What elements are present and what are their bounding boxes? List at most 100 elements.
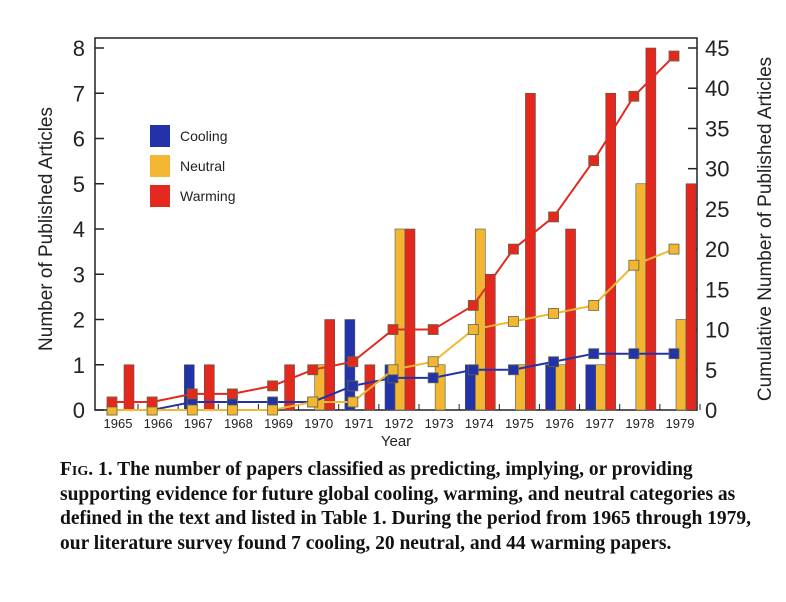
cumulative-point-neutral bbox=[227, 404, 238, 416]
x-tick-label: 1970 bbox=[304, 416, 333, 431]
legend-label-cooling: Cooling bbox=[180, 128, 227, 144]
right-tick-label: 30 bbox=[705, 157, 729, 182]
x-tick-label: 1967 bbox=[184, 416, 213, 431]
figure-label: Fig. 1. bbox=[60, 459, 113, 480]
x-tick-label: 1973 bbox=[425, 416, 454, 431]
x-tick-label: 1966 bbox=[144, 416, 173, 431]
cumulative-point-neutral bbox=[668, 243, 680, 255]
cumulative-point-cooling bbox=[548, 356, 559, 368]
cumulative-point-neutral bbox=[588, 300, 600, 311]
cumulative-point-cooling bbox=[588, 348, 600, 360]
bar-cooling bbox=[545, 364, 556, 411]
x-tick-label: 1971 bbox=[344, 416, 373, 431]
left-tick-label: 2 bbox=[73, 308, 85, 333]
bar-warming bbox=[685, 183, 697, 411]
legend-label-warming: Warming bbox=[180, 188, 236, 204]
cumulative-point-warming bbox=[427, 324, 439, 335]
cumulative-point-warming bbox=[668, 50, 680, 62]
left-tick-label: 7 bbox=[73, 81, 85, 106]
right-tick-label: 40 bbox=[705, 76, 729, 101]
bar-neutral bbox=[635, 183, 647, 411]
x-tick-label: 1965 bbox=[104, 416, 133, 431]
x-tick-label: 1975 bbox=[505, 416, 534, 431]
right-tick-label: 45 bbox=[705, 36, 729, 61]
cumulative-point-warming bbox=[146, 396, 158, 408]
cumulative-point-neutral bbox=[347, 396, 359, 408]
left-tick-label: 8 bbox=[73, 36, 85, 61]
right-tick-label: 35 bbox=[705, 116, 729, 141]
cumulative-point-neutral bbox=[628, 259, 640, 271]
x-axis-label: Year bbox=[381, 433, 411, 450]
bar-neutral bbox=[675, 319, 687, 411]
bar-warming bbox=[605, 92, 617, 411]
cumulative-point-warming bbox=[548, 211, 559, 223]
legend-swatch-neutral bbox=[150, 155, 170, 177]
left-tick-label: 6 bbox=[73, 127, 85, 152]
y-axis-label-right: Cumulative Number of Published Articles bbox=[755, 57, 776, 401]
cumulative-point-cooling bbox=[668, 348, 680, 360]
bar-warming bbox=[484, 273, 496, 411]
cumulative-point-cooling bbox=[628, 348, 640, 360]
right-tick-label: 20 bbox=[705, 237, 729, 262]
bar-warming bbox=[645, 47, 657, 411]
cumulative-point-cooling bbox=[347, 380, 359, 392]
cumulative-point-warming bbox=[467, 300, 479, 311]
cumulative-point-warming bbox=[387, 324, 399, 335]
left-tick-label: 3 bbox=[73, 262, 85, 287]
cumulative-point-warming bbox=[347, 356, 359, 368]
legend-swatch-cooling bbox=[150, 125, 170, 147]
x-tick-label: 1978 bbox=[625, 416, 654, 431]
bar-warming bbox=[565, 228, 576, 411]
cumulative-point-warming bbox=[227, 388, 238, 400]
cumulative-point-neutral bbox=[387, 364, 399, 376]
right-tick-label: 0 bbox=[705, 398, 717, 423]
cumulative-point-neutral bbox=[267, 404, 278, 416]
right-tick-label: 15 bbox=[705, 277, 729, 302]
bar-warming bbox=[525, 92, 536, 411]
x-tick-label: 1972 bbox=[385, 416, 414, 431]
cumulative-point-neutral bbox=[548, 308, 559, 319]
figure-caption: Fig. 1. The number of papers classified … bbox=[60, 458, 760, 556]
cumulative-point-warming bbox=[186, 388, 198, 400]
right-tick-label: 10 bbox=[705, 318, 729, 343]
bar-neutral bbox=[595, 364, 607, 411]
cumulative-point-cooling bbox=[427, 372, 439, 384]
bar-warming bbox=[284, 364, 295, 411]
cumulative-point-warming bbox=[267, 380, 278, 392]
bar-neutral bbox=[434, 364, 446, 411]
legend-label-neutral: Neutral bbox=[180, 158, 225, 174]
legend-swatch-warming bbox=[150, 185, 170, 207]
left-tick-label: 4 bbox=[73, 217, 85, 242]
right-tick-label: 5 bbox=[705, 358, 717, 383]
bar-neutral bbox=[555, 364, 566, 411]
x-tick-label: 1976 bbox=[545, 416, 574, 431]
right-tick-label: 25 bbox=[705, 197, 729, 222]
cumulative-point-warming bbox=[307, 364, 319, 376]
cumulative-point-neutral bbox=[467, 324, 479, 335]
cumulative-point-neutral bbox=[427, 356, 439, 368]
cumulative-point-warming bbox=[106, 396, 118, 408]
x-tick-label: 1974 bbox=[465, 416, 494, 431]
left-tick-label: 1 bbox=[73, 353, 85, 378]
cumulative-point-neutral bbox=[307, 396, 319, 408]
cumulative-point-cooling bbox=[467, 364, 479, 376]
cumulative-point-neutral bbox=[186, 404, 198, 416]
left-tick-label: 0 bbox=[73, 398, 85, 423]
cumulative-point-warming bbox=[588, 155, 600, 167]
x-tick-label: 1969 bbox=[264, 416, 293, 431]
caption-text: The number of papers classified as predi… bbox=[60, 459, 752, 554]
cumulative-point-warming bbox=[508, 243, 519, 255]
bar-neutral bbox=[474, 228, 486, 411]
bar-warming bbox=[123, 364, 135, 411]
bar-warming bbox=[404, 228, 416, 411]
x-tick-label: 1979 bbox=[666, 416, 695, 431]
y-axis-label: Number of Published Articles bbox=[36, 107, 57, 351]
cumulative-point-warming bbox=[628, 90, 640, 102]
bar-cooling bbox=[585, 364, 597, 411]
x-tick-label: 1977 bbox=[585, 416, 614, 431]
bar-warming bbox=[203, 364, 215, 411]
left-tick-label: 5 bbox=[73, 172, 85, 197]
x-tick-label: 1968 bbox=[224, 416, 253, 431]
cumulative-point-neutral bbox=[508, 316, 519, 327]
